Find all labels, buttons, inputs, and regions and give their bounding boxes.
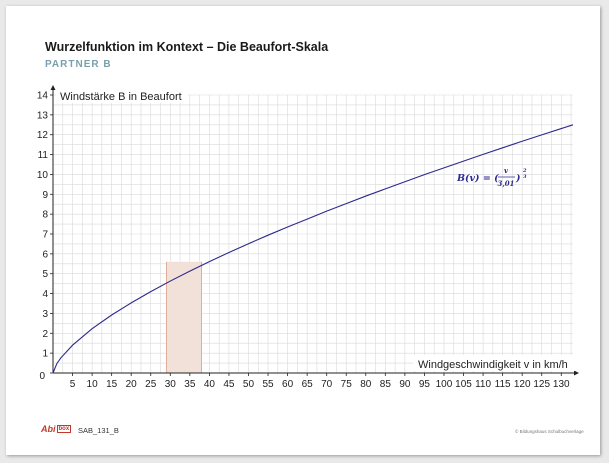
- publisher-logo: Abi box: [41, 424, 72, 434]
- logo-box: box: [56, 425, 72, 433]
- formula-close: ): [515, 173, 521, 184]
- series-line: [52, 124, 574, 374]
- grid: [52, 94, 573, 374]
- highlight-band: [166, 261, 202, 373]
- x-tick-label: 5: [70, 379, 76, 390]
- x-tick-label: 80: [360, 379, 372, 390]
- y-tick-label: 4: [42, 289, 48, 300]
- page-subtitle: PARTNER B: [45, 59, 112, 70]
- y-tick-label: 9: [42, 190, 48, 201]
- x-tick-label: 20: [126, 379, 138, 390]
- y-axis-arrow: [50, 85, 56, 90]
- worksheet-card: [6, 6, 600, 455]
- x-tick-label: 90: [399, 379, 411, 390]
- x-tick-label: 60: [282, 379, 294, 390]
- x-tick-label: 55: [262, 379, 274, 390]
- x-tick-label: 95: [419, 379, 431, 390]
- formula-numerator: v: [504, 166, 509, 175]
- x-tick-label: 105: [455, 379, 472, 390]
- x-tick-label: 115: [495, 379, 511, 390]
- logo-text: Abi: [41, 424, 56, 434]
- formula-denominator: 3,01: [497, 179, 514, 188]
- formula-exponent-denominator: 3: [523, 174, 527, 180]
- y-tick-label: 10: [37, 170, 49, 181]
- y-tick-label: 11: [38, 150, 49, 161]
- copyright-note: © Bildungshaus Schulbuchverlage: [515, 429, 584, 434]
- x-tick-label: 100: [436, 379, 453, 390]
- x-tick-label: 25: [145, 379, 157, 390]
- y-tick-label: 0: [39, 371, 45, 382]
- x-tick-label: 65: [302, 379, 314, 390]
- y-tick-label: 13: [37, 110, 49, 121]
- y-tick-label: 1: [42, 349, 48, 360]
- x-axis-label-bg: [413, 355, 581, 371]
- x-tick-label: 130: [553, 379, 570, 390]
- page-title: Wurzelfunktion im Kontext – Die Beaufort…: [45, 40, 329, 54]
- x-tick-label: 120: [514, 379, 531, 390]
- worksheet-code: SAB_131_B: [78, 426, 119, 435]
- y-tick-label: 5: [42, 269, 48, 280]
- y-axis-label: Windstärke B in Beaufort: [60, 91, 182, 103]
- formula-lhs: B(v) = (: [456, 173, 499, 184]
- x-tick-label: 10: [87, 379, 99, 390]
- x-tick-label: 50: [243, 379, 255, 390]
- x-tick-label: 70: [321, 379, 333, 390]
- x-tick-label: 75: [341, 379, 353, 390]
- x-tick-label: 15: [106, 379, 118, 390]
- formula-label: B(v) = ( v 3,01 ) 2 3: [456, 166, 527, 188]
- x-tick-label: 110: [475, 379, 491, 390]
- x-tick-label: 35: [184, 379, 196, 390]
- x-tick-labels: 5 10 15 20 25 30 35 40 45 50 55 60 65 70 75 80 85 90 95 100…: [70, 373, 570, 390]
- y-tick-label: 6: [42, 249, 48, 260]
- x-axis-label: Windgeschwindigkeit v in km/h: [418, 359, 568, 371]
- y-tick-label: 2: [42, 329, 48, 340]
- x-tick-label: 85: [380, 379, 392, 390]
- formula-exponent-numerator: 2: [522, 168, 527, 174]
- x-tick-label: 40: [204, 379, 216, 390]
- y-tick-label: 12: [37, 130, 49, 141]
- x-tick-label: 125: [533, 379, 550, 390]
- y-axis-label-bg: [56, 87, 188, 103]
- y-tick-label: 3: [42, 309, 48, 320]
- highlight-region: [165, 261, 202, 373]
- x-axis-arrow: [574, 370, 579, 376]
- x-tick-label: 30: [165, 379, 177, 390]
- x-tick-label: 45: [223, 379, 235, 390]
- y-tick-label: 14: [37, 91, 49, 102]
- y-tick-label: 7: [42, 230, 48, 241]
- axes: [50, 85, 579, 376]
- y-tick-label: 8: [42, 210, 48, 221]
